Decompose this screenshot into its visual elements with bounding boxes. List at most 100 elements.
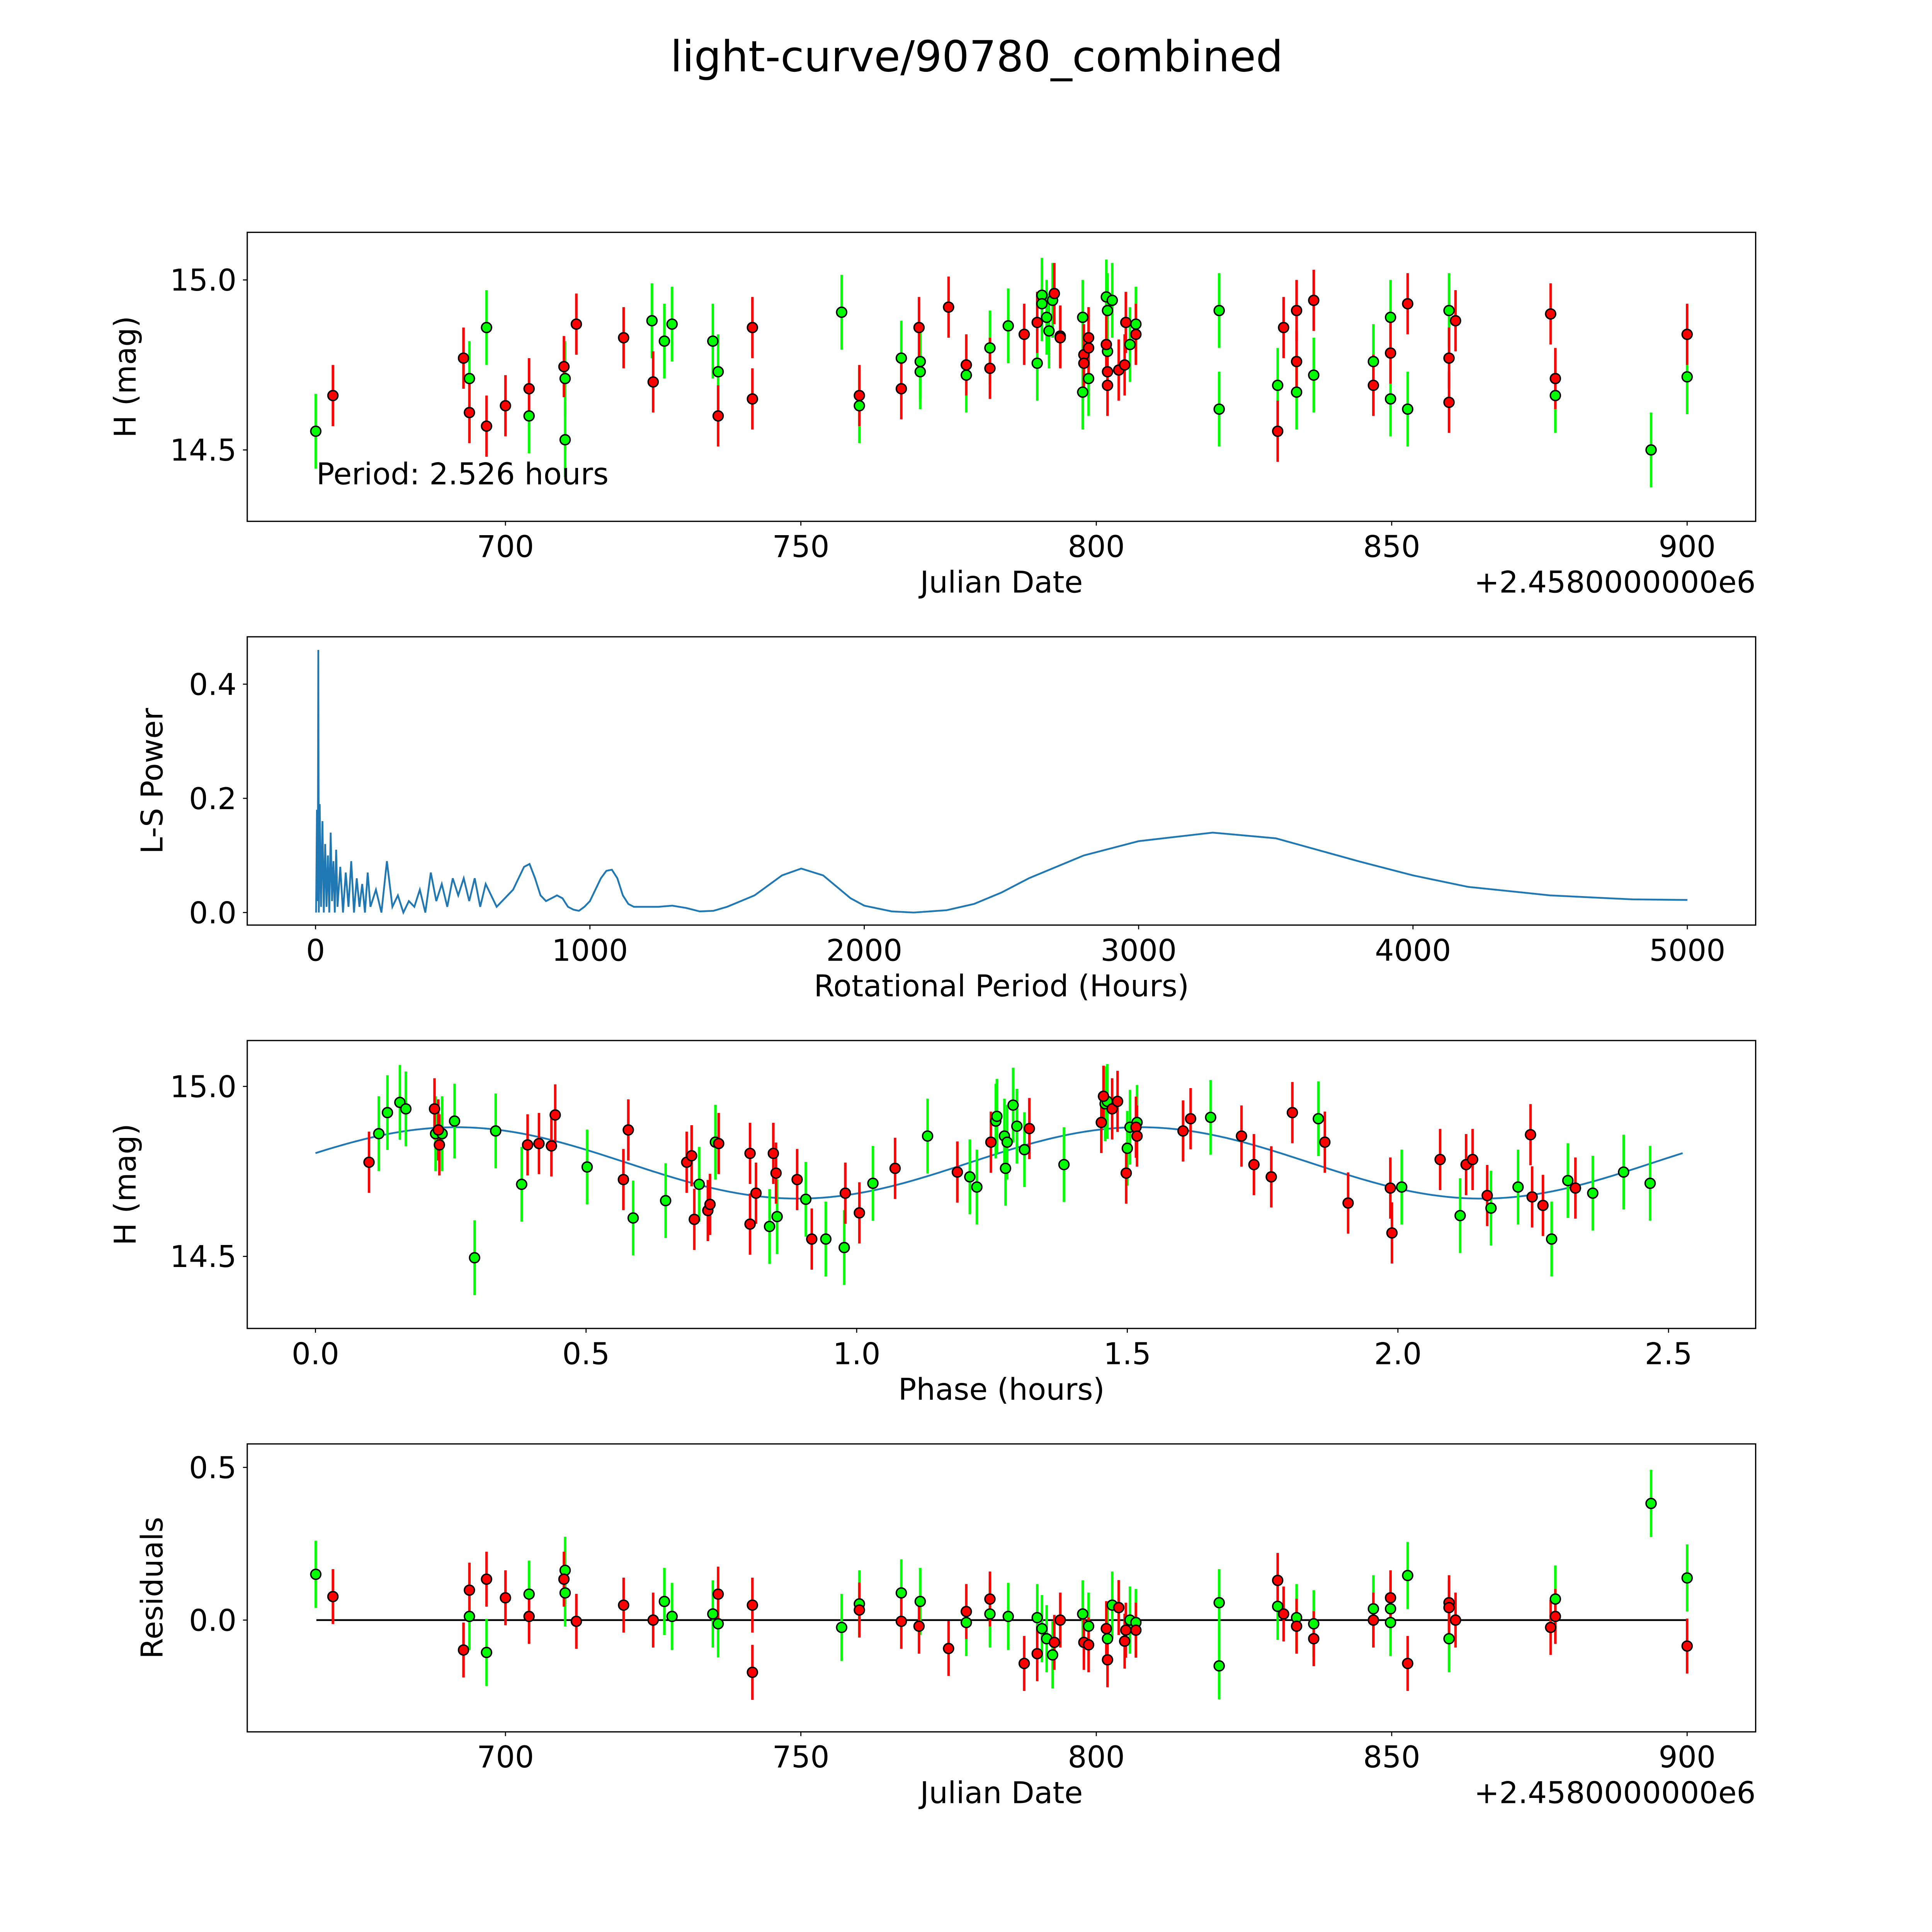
red-point <box>1681 328 1693 340</box>
green-point <box>1402 1570 1413 1582</box>
red-point <box>1481 1190 1493 1201</box>
red-point <box>985 1136 997 1148</box>
red-point <box>770 1167 782 1179</box>
red-point <box>500 1592 511 1604</box>
green-point <box>1549 1593 1561 1605</box>
red-point <box>481 1573 492 1585</box>
x-tick-label: 0.5 <box>562 1337 610 1371</box>
axes-frame <box>247 231 1757 522</box>
green-point <box>712 1618 724 1630</box>
green-point <box>1367 355 1379 367</box>
green-point <box>481 321 492 333</box>
red-point <box>712 1588 724 1600</box>
x-tick-label: 3000 <box>1100 933 1177 968</box>
green-point <box>1001 1136 1013 1148</box>
green-point <box>1077 1608 1088 1620</box>
red-point <box>951 1166 963 1178</box>
y-tick-label: 15.0 <box>170 1070 236 1104</box>
red-point <box>522 1139 534 1151</box>
green-point <box>707 1608 719 1620</box>
green-point <box>666 318 678 330</box>
red-point <box>895 1616 907 1627</box>
figure: light-curve/90780_combined Period: 2.526… <box>4 0 1928 1924</box>
green-point <box>1367 1603 1379 1615</box>
red-point <box>1443 396 1455 408</box>
red-point <box>1054 1614 1066 1626</box>
green-point <box>1036 1623 1048 1634</box>
red-point <box>1131 1130 1143 1142</box>
red-point <box>464 1584 475 1596</box>
x-axis-label: Julian Date <box>918 1776 1083 1810</box>
red-point <box>549 1109 561 1121</box>
green-point <box>914 366 926 378</box>
red-point <box>913 321 925 333</box>
x-tick-label: 1000 <box>552 933 628 968</box>
red-point <box>1248 1159 1260 1170</box>
red-point <box>1443 352 1455 364</box>
plot-area <box>310 1470 1693 1700</box>
green-point <box>1546 1233 1558 1245</box>
figure-title: light-curve/90780_combined <box>670 32 1283 82</box>
red-point <box>704 1199 716 1210</box>
red-point <box>1549 1611 1561 1622</box>
green-point <box>800 1193 812 1205</box>
red-point <box>617 1173 629 1185</box>
x-tick-label: 750 <box>772 529 830 564</box>
green-point <box>1002 320 1014 332</box>
green-point <box>559 1587 571 1599</box>
red-point <box>1402 1658 1413 1669</box>
x-tick-label: 700 <box>477 529 534 564</box>
green-point <box>381 1107 393 1119</box>
x-tick-label: 0.0 <box>292 1337 339 1371</box>
green-point <box>1512 1181 1524 1193</box>
red-point <box>523 383 535 395</box>
red-point <box>712 410 724 422</box>
red-point <box>1570 1182 1581 1194</box>
red-point <box>961 359 972 371</box>
red-point <box>984 1593 996 1605</box>
green-point <box>1036 298 1048 310</box>
red-point <box>1102 379 1113 391</box>
green-point <box>964 1171 976 1183</box>
y-tick-label: 0.4 <box>189 667 236 702</box>
green-point <box>581 1161 593 1173</box>
red-point <box>1018 328 1030 340</box>
red-point <box>523 1611 535 1622</box>
green-point <box>1213 1597 1225 1609</box>
x-offset-label: +2.4580000000e6 <box>1474 565 1756 600</box>
red-point <box>1278 321 1289 333</box>
red-point <box>1120 316 1132 328</box>
red-point <box>1083 1639 1095 1651</box>
green-point <box>1549 389 1561 401</box>
red-point <box>895 383 907 395</box>
red-point <box>1048 287 1060 299</box>
red-point <box>432 1124 444 1136</box>
green-point <box>310 425 322 437</box>
red-point <box>791 1173 803 1185</box>
axes-frame <box>247 636 1757 926</box>
red-point <box>1083 332 1095 344</box>
x-tick-label: 800 <box>1068 529 1125 564</box>
x-tick-label: 900 <box>1658 1740 1716 1775</box>
red-point <box>1018 1658 1030 1669</box>
red-point <box>854 1604 865 1616</box>
green-point <box>1007 1099 1019 1111</box>
red-point <box>1031 1648 1043 1660</box>
green-point <box>1384 393 1396 405</box>
red-point <box>363 1156 375 1168</box>
green-point <box>1121 1143 1133 1154</box>
red-point <box>1078 357 1090 369</box>
green-point <box>1454 1210 1466 1221</box>
plot-area <box>315 650 1687 915</box>
green-point <box>971 1181 983 1193</box>
green-point <box>961 369 972 381</box>
green-point <box>1019 1144 1031 1156</box>
green-point <box>1272 1600 1284 1612</box>
red-point <box>747 321 759 333</box>
red-point <box>1098 1090 1109 1102</box>
red-point <box>1367 379 1379 391</box>
red-point <box>327 389 339 401</box>
red-point <box>481 420 492 432</box>
plot-area <box>315 1064 1683 1295</box>
red-point <box>1434 1154 1446 1165</box>
